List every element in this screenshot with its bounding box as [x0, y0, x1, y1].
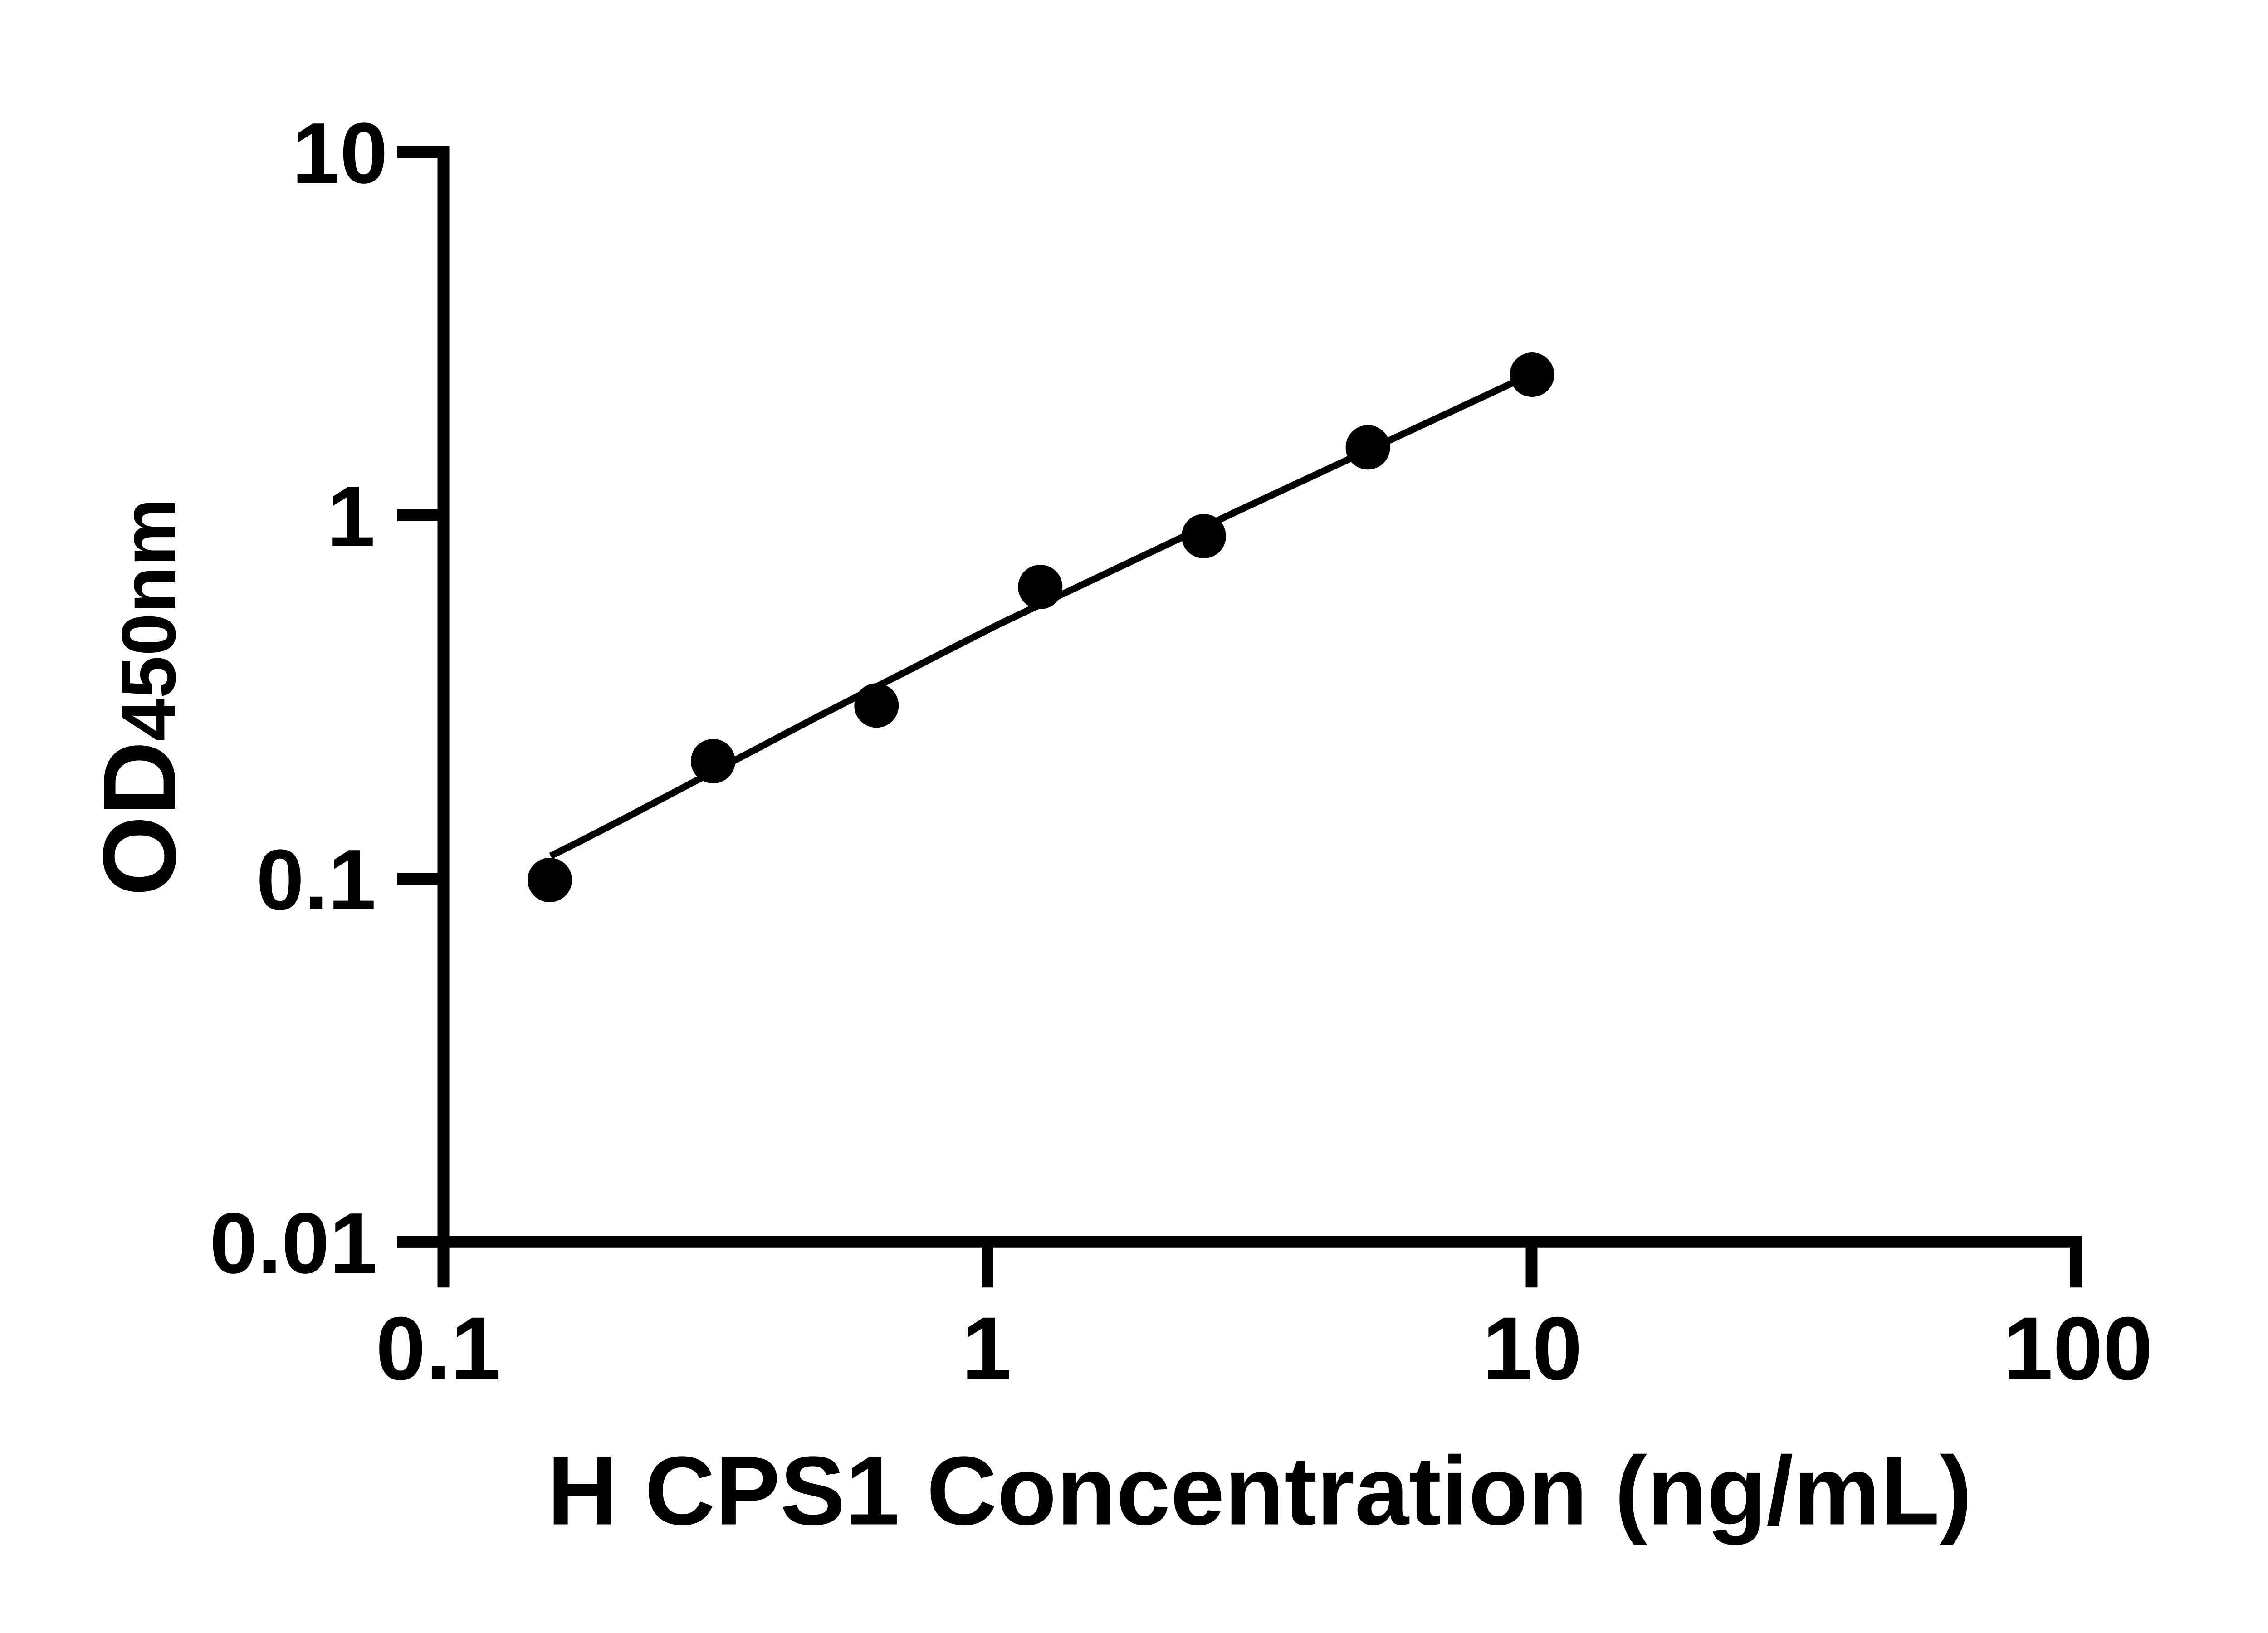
svg-text:100: 100	[2003, 1298, 2153, 1398]
svg-text:0.01: 0.01	[210, 1195, 377, 1291]
svg-text:10: 10	[292, 105, 388, 201]
svg-text:OD450nm: OD450nm	[82, 498, 197, 896]
svg-text:1: 1	[962, 1298, 1012, 1398]
svg-text:0.1: 0.1	[376, 1298, 500, 1398]
svg-text:H CPS1 Concentration (ng/mL): H CPS1 Concentration (ng/mL)	[547, 1436, 1972, 1545]
svg-text:1: 1	[327, 469, 375, 565]
svg-text:0.1: 0.1	[256, 832, 376, 928]
svg-text:10: 10	[1482, 1298, 1582, 1398]
